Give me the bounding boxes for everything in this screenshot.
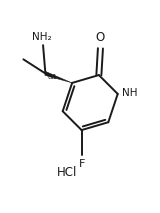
Text: HCl: HCl (57, 166, 78, 179)
Text: F: F (78, 159, 85, 169)
Text: &1: &1 (47, 74, 57, 80)
Text: NH: NH (122, 88, 137, 98)
Text: NH₂: NH₂ (32, 32, 52, 42)
Polygon shape (45, 72, 72, 83)
Text: O: O (96, 31, 105, 44)
